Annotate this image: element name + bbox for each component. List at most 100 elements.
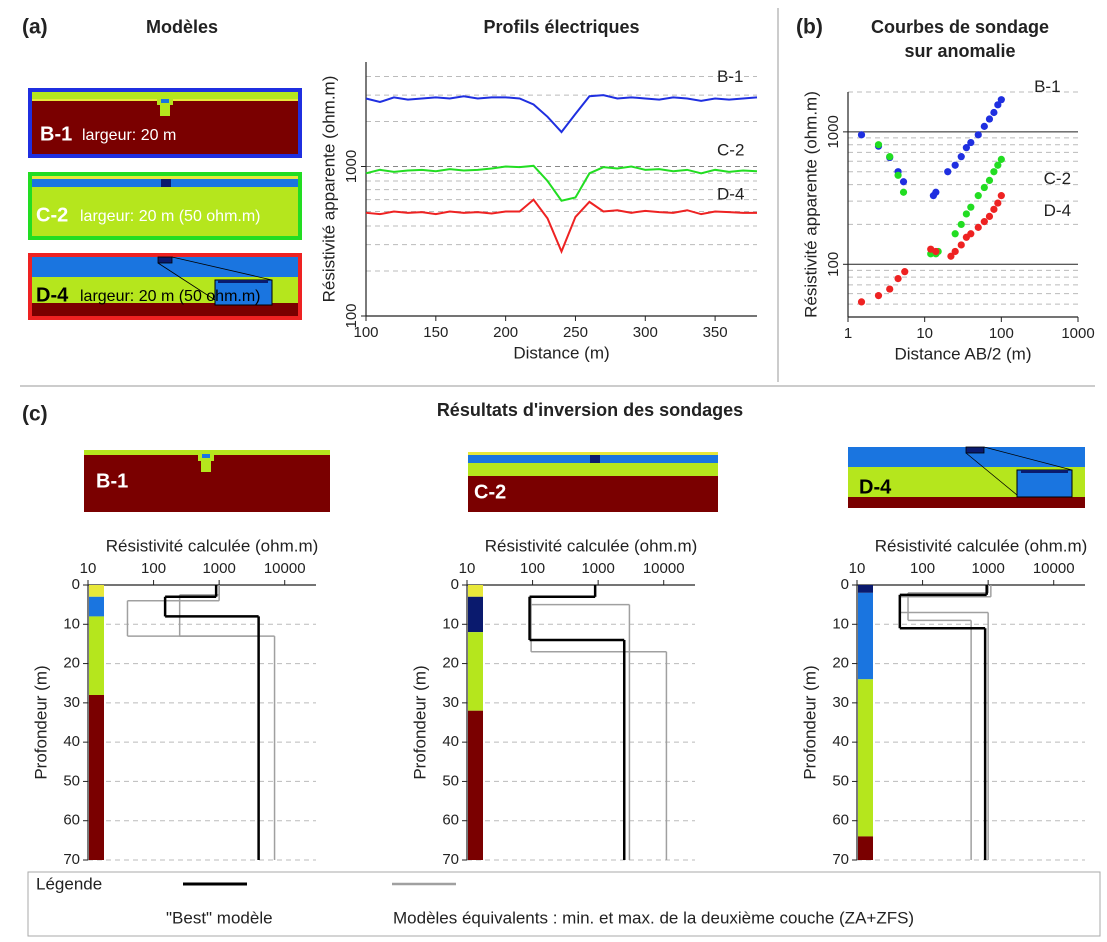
point xyxy=(874,141,883,149)
point xyxy=(980,183,988,192)
x-tick-label: 150 xyxy=(423,324,448,341)
point xyxy=(857,298,866,306)
model-c2: C-2 largeur: 20 m (50 ohm.m) xyxy=(28,172,302,240)
point xyxy=(957,241,965,249)
thumb-c2 xyxy=(468,452,718,512)
y-tick-label: 60 xyxy=(442,812,459,829)
point xyxy=(932,247,940,256)
y-tick-label: 70 xyxy=(63,851,80,868)
series-line xyxy=(365,198,757,255)
x-axis-label: Distance AB/2 (m) xyxy=(895,344,1032,363)
x-tick-label: 1000 xyxy=(581,560,614,577)
point xyxy=(894,171,902,179)
y-tick-label: 20 xyxy=(63,655,80,672)
thumb-b1 xyxy=(84,450,330,512)
x-tick-label: 10 xyxy=(459,560,476,577)
thumb-label: D-4 xyxy=(859,476,892,498)
point xyxy=(899,178,908,186)
x-tick-label: 1000 xyxy=(202,560,235,577)
x-tick-label: 1000 xyxy=(1061,325,1094,342)
series-label: D-4 xyxy=(717,184,744,203)
y-tick-label: 10 xyxy=(63,615,80,632)
point xyxy=(886,153,894,161)
model-caption: largeur: 20 m (50 ohm.m) xyxy=(80,288,261,305)
point xyxy=(951,230,959,238)
series-line xyxy=(365,164,758,202)
y-tick-label: 10 xyxy=(442,615,459,632)
point xyxy=(990,168,998,176)
x-tick-label: 100 xyxy=(989,325,1014,342)
model-label: B-1 xyxy=(40,123,72,145)
point xyxy=(994,101,1002,109)
layer-bar xyxy=(89,585,104,597)
point xyxy=(962,210,970,218)
y-tick-label: 50 xyxy=(442,772,459,789)
point xyxy=(985,176,994,185)
point xyxy=(901,268,909,276)
point xyxy=(944,168,952,176)
y-tick-label: 60 xyxy=(832,812,849,829)
y-tick-label: 30 xyxy=(832,694,849,711)
y-tick-label: 0 xyxy=(451,576,459,593)
series-line xyxy=(365,94,758,134)
model-d4: D-4 largeur: 20 m (50 ohm.m) xyxy=(28,253,302,320)
point xyxy=(997,96,1005,104)
heading: Modèles xyxy=(146,17,218,37)
x-tick-label: 10 xyxy=(80,560,97,577)
point xyxy=(894,274,902,283)
series-label: B-1 xyxy=(717,67,743,86)
legend-box xyxy=(27,871,1101,937)
x-tick-label: 100 xyxy=(141,560,166,577)
heading: Résultats d'inversion des sondages xyxy=(437,400,743,420)
panel-label: (a) xyxy=(22,16,48,39)
y-tick-label: 50 xyxy=(832,772,849,789)
chart-title: Courbes de sondage xyxy=(871,17,1049,37)
point xyxy=(990,205,998,213)
point xyxy=(974,131,982,139)
y-tick-label: 0 xyxy=(72,576,80,593)
x-tick-label: 10000 xyxy=(643,560,685,577)
thumb-d4 xyxy=(848,446,1085,508)
y-tick-label: 0 xyxy=(841,576,849,593)
point xyxy=(951,247,959,256)
x-tick-label: 350 xyxy=(703,324,728,341)
series-label: D-4 xyxy=(1044,201,1071,220)
layer-bar xyxy=(89,596,104,617)
layer-bar xyxy=(468,585,483,597)
x-tick-label: 10 xyxy=(849,560,866,577)
y-tick-label: 30 xyxy=(442,694,459,711)
layer-bar xyxy=(858,836,873,860)
layer-bar xyxy=(89,616,104,695)
legend-label: "Best" modèle xyxy=(166,908,273,927)
point xyxy=(985,212,994,220)
point xyxy=(967,230,975,238)
point xyxy=(857,131,866,139)
point xyxy=(874,292,883,300)
point xyxy=(980,218,988,226)
point xyxy=(967,138,975,147)
point xyxy=(990,108,998,117)
point xyxy=(899,188,908,196)
x-tick-label: 10 xyxy=(916,325,933,342)
point xyxy=(974,192,982,200)
x-tick-label: 100 xyxy=(520,560,545,577)
layer-bar xyxy=(858,592,873,680)
layer-bar xyxy=(468,710,483,860)
point xyxy=(994,199,1002,207)
chart-title: sur anomalie xyxy=(904,41,1015,61)
y-axis-label: Résistivité apparente (ohm.m) xyxy=(319,76,338,303)
thumb-label: C-2 xyxy=(474,481,506,503)
y-axis-label: Profondeur (m) xyxy=(410,665,429,779)
thumb-label: B-1 xyxy=(96,470,128,492)
x-tick-label: 250 xyxy=(563,324,588,341)
y-axis-label: Résistivité apparente (ohm.m) xyxy=(801,91,820,318)
x-tick-label: 1000 xyxy=(971,560,1004,577)
panel-label: (c) xyxy=(22,403,48,426)
point xyxy=(974,223,982,231)
model-caption: largeur: 20 m (50 ohm.m) xyxy=(80,208,261,225)
legend-label: Modèles équivalents : min. et max. de la… xyxy=(393,908,914,927)
y-tick-label: 20 xyxy=(442,655,459,672)
layer-bar xyxy=(468,632,483,711)
point xyxy=(980,122,988,130)
y-tick-label: 50 xyxy=(63,772,80,789)
